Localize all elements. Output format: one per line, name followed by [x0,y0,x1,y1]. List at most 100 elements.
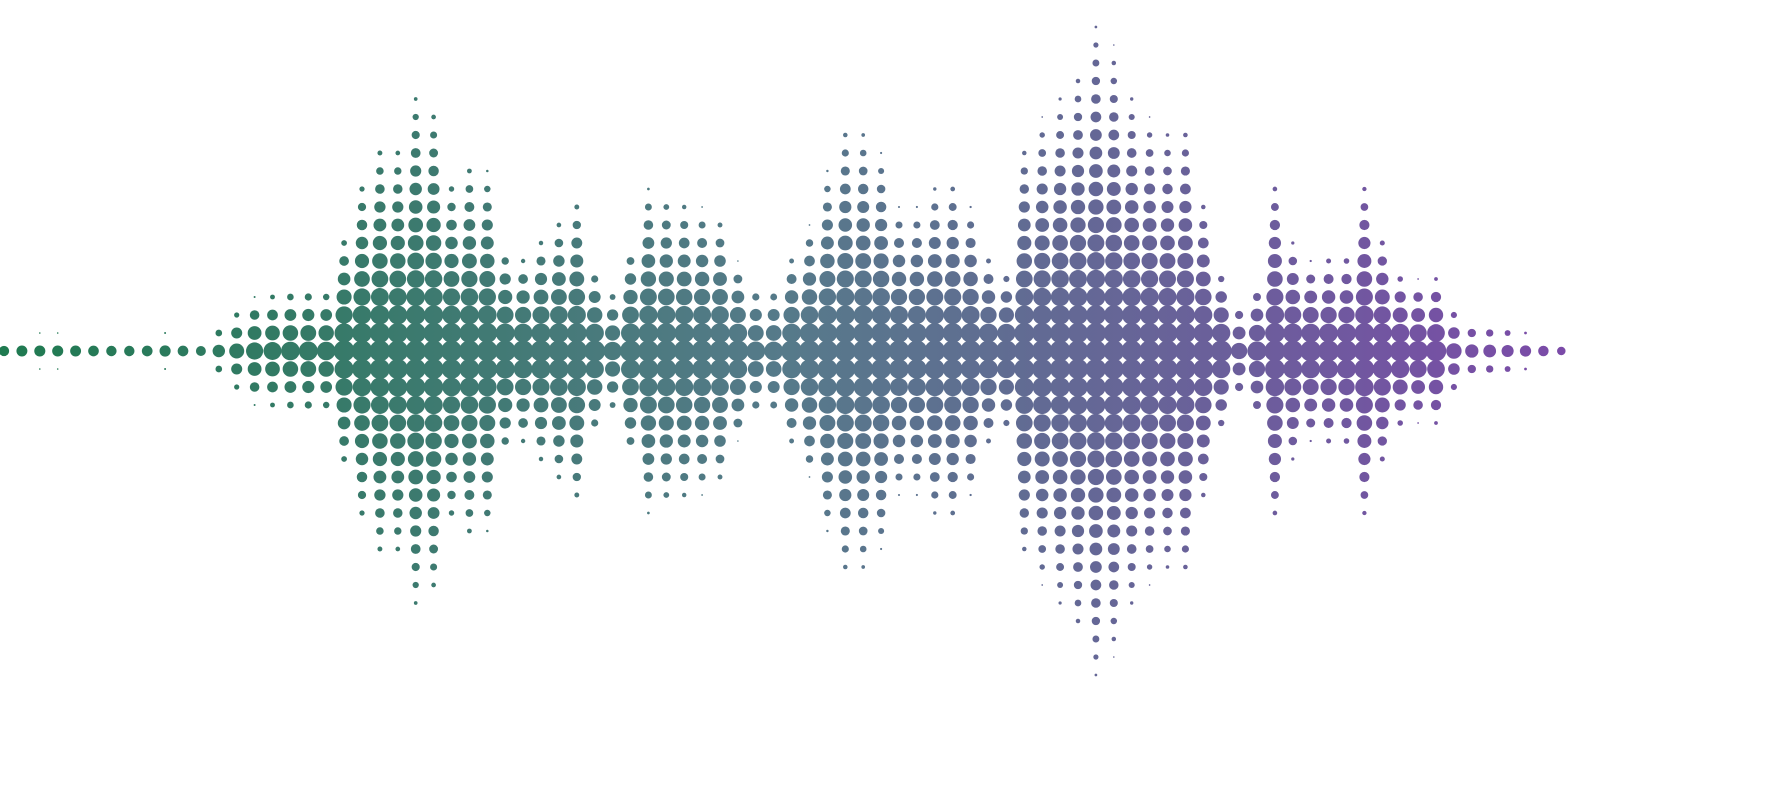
wave-dot [1557,346,1566,356]
wave-dot [1247,341,1267,361]
wave-dot [1286,417,1299,429]
wave-dot [843,132,848,138]
wave-dot [1309,439,1312,443]
wave-dot [1201,492,1206,498]
wave-dot [1486,329,1494,337]
wave-dot [370,377,390,397]
wave-dot [1032,305,1052,325]
wave-dot [1413,292,1423,302]
wave-dot [304,401,312,409]
wave-dot [426,469,441,485]
wave-dot [263,342,282,360]
wave-dot [1159,270,1176,288]
wave-dot [1501,344,1514,358]
wave-dot [1139,358,1160,380]
wave-dot [1015,270,1033,288]
wave-dot [836,270,854,288]
wave-dot [680,472,689,482]
wave-dot [658,415,674,431]
wave-dot [1183,564,1188,570]
wave-dot [878,527,885,535]
wave-dot [818,396,837,414]
wave-dot [1125,506,1138,520]
wave-dot [623,397,638,413]
wave-dot [1339,290,1354,304]
wave-dot [427,183,440,195]
wave-dot [1123,451,1140,467]
wave-dot [962,396,979,414]
wave-dot [1181,149,1189,157]
wave-dot [1015,288,1034,306]
wave-dot [1058,97,1062,101]
wave-dot [477,305,497,325]
wave-dot [872,270,890,288]
wave-dot [1175,305,1195,325]
wave-dot [822,202,832,212]
wave-dot [983,274,994,284]
wave-dot [391,218,405,232]
wave-dot [623,289,638,305]
wave-dot [1355,305,1374,325]
wave-dot [1268,452,1282,466]
wave-dot [447,490,456,500]
wave-dot [1302,307,1319,323]
wave-dot [354,433,370,449]
wave-dot [835,322,856,344]
wave-dot [536,256,546,266]
wave-dot [484,185,491,193]
wave-dot [853,305,873,325]
wave-dot [1291,457,1295,461]
wave-dot [461,253,477,269]
wave-dot [1067,358,1089,380]
wave-dot [1070,217,1086,233]
wave-dot [1235,310,1244,320]
wave-dot [925,305,944,325]
wave-dot [871,377,891,397]
wave-dot [1053,488,1067,502]
wave-dot [431,582,436,588]
wave-dot [711,306,729,324]
wave-dot [369,323,390,343]
wave-dot [353,288,371,306]
wave-dot [969,205,972,209]
wave-dot [534,416,548,430]
wave-dot [337,272,351,286]
wave-dot [428,525,439,537]
wave-dot [843,564,848,570]
wave-dot [924,323,945,343]
wave-dot [837,433,854,449]
wave-dot [481,219,493,231]
wave-dot [1128,113,1135,121]
wave-dot [352,323,372,343]
wave-dot [447,202,456,212]
wave-dot [931,491,939,499]
wave-dot [1266,396,1284,414]
wave-dot [927,271,943,287]
wave-dot [479,271,496,287]
wave-dot [231,327,243,339]
wave-dot [818,377,837,397]
wave-dot [1103,358,1124,380]
wave-dot [605,361,621,377]
wave-dot [983,418,994,428]
wave-dot [1162,507,1173,519]
wave-dot [979,323,998,343]
wave-dot [1085,322,1107,344]
wave-dot [159,345,171,357]
wave-dot [39,368,41,370]
wave-dot [569,415,585,431]
wave-dot [1427,360,1445,378]
wave-dot [429,148,439,158]
wave-dot [1073,130,1083,140]
wave-dot [554,454,564,464]
wave-dot [836,414,854,432]
wave-dot [1109,112,1119,122]
wave-dot [567,305,586,325]
wave-dot [1283,359,1303,379]
wave-dot [1110,77,1118,85]
wave-dot [965,237,976,249]
wave-dot [281,341,300,361]
wave-dot [1302,379,1319,395]
wave-dots [0,25,1566,677]
wave-dot [375,508,385,518]
